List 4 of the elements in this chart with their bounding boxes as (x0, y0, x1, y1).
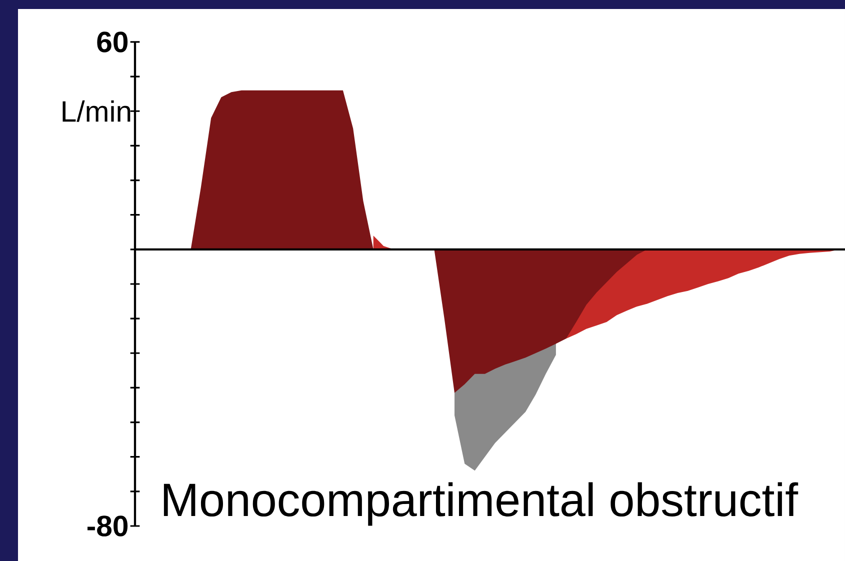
y-axis-title: L/min (62, 100, 130, 122)
y-tick-label: -80 (87, 516, 128, 536)
y-tick-label: 60 (97, 32, 128, 52)
text: Monocompartimental obstructif (164, 482, 798, 526)
